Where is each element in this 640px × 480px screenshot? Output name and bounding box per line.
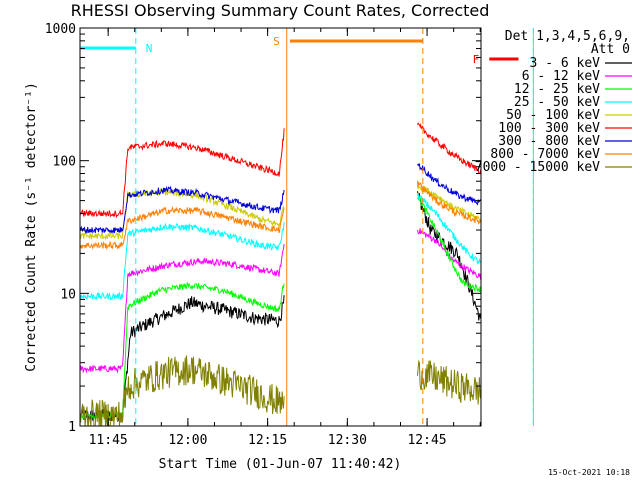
plot-area: N S F 11:45 12:00 12:15 12:30 12:45 1 10 100 1000 [45, 22, 534, 448]
legend-item-50-100-kev: 50 - 100 keV [506, 108, 632, 123]
legend-label: 6 - 12 keV [522, 69, 600, 84]
legend-label: 12 - 25 keV [514, 82, 600, 97]
legend-label: 7000 - 15000 keV [475, 160, 600, 175]
footer-date: 15-Oct-2021 10:18 [548, 468, 630, 477]
x-tick-label: 12:30 [328, 433, 367, 448]
y-tick: 10 [60, 287, 481, 302]
flare-marker: F [473, 53, 519, 66]
legend-item-12-25-kev: 12 - 25 keV [514, 82, 632, 97]
y-axis-label: Corrected Count Rate (s⁻¹ detector⁻¹) [24, 82, 39, 372]
legend-label: 800 - 7000 keV [490, 147, 600, 162]
legend-item-7000-15000-kev: 7000 - 15000 keV [475, 160, 632, 175]
legend-header-2: Att 0 [591, 42, 630, 57]
series-line-before-25-50-kev [79, 222, 285, 301]
y-tick: 1000 [45, 22, 481, 37]
saa-label: S [273, 35, 280, 48]
night-label: N [146, 42, 153, 55]
x-tick-label: 12:00 [168, 433, 207, 448]
series-line-before-300-800-kev [79, 185, 285, 235]
x-axis-label: Start Time (01-Jun-07 11:40:42) [159, 457, 402, 472]
legend-header-1: Det 1,3,4,5,6,9, [505, 29, 630, 44]
legend-label: 100 - 300 keV [498, 121, 600, 136]
saa-marker: S [273, 28, 424, 426]
series-line-before-800-7000-kev [79, 206, 285, 251]
legend-label: 3 - 6 keV [530, 56, 601, 71]
legend-item-25-50-kev: 25 - 50 keV [514, 95, 632, 110]
flare-label: F [473, 53, 480, 66]
legend-item-100-300-kev: 100 - 300 keV [498, 121, 632, 136]
y-tick: 100 [53, 155, 481, 170]
legend-item-3-6-kev: 3 - 6 keV [530, 56, 632, 71]
plot-frame [79, 27, 482, 427]
y-tick-label: 100 [53, 155, 76, 170]
y-tick-label: 10 [60, 287, 76, 302]
series-line-before-100-300-kev [79, 128, 285, 219]
night-marker-1: N [80, 28, 152, 426]
x-tick-label: 11:45 [89, 433, 128, 448]
legend-item-6-12-kev: 6 - 12 keV [522, 69, 632, 84]
y-tick: 1 [68, 420, 481, 435]
legend-label: 50 - 100 keV [506, 108, 600, 123]
legend-label: 300 - 800 keV [498, 134, 600, 149]
legend-label: 25 - 50 keV [514, 95, 600, 110]
legend-item-800-7000-kev: 800 - 7000 keV [490, 147, 632, 162]
x-tick-label: 12:15 [248, 433, 287, 448]
legend-item-300-800-kev: 300 - 800 keV [498, 134, 632, 149]
y-tick-label: 1000 [45, 22, 76, 37]
y-tick-label: 1 [68, 420, 76, 435]
x-tick-label: 12:45 [407, 433, 446, 448]
series-line-before-6-12-kev [80, 244, 285, 374]
series-line-before-7000-15000-kev [79, 355, 285, 427]
chart-title: RHESSI Observing Summary Count Rates, Co… [71, 1, 490, 20]
